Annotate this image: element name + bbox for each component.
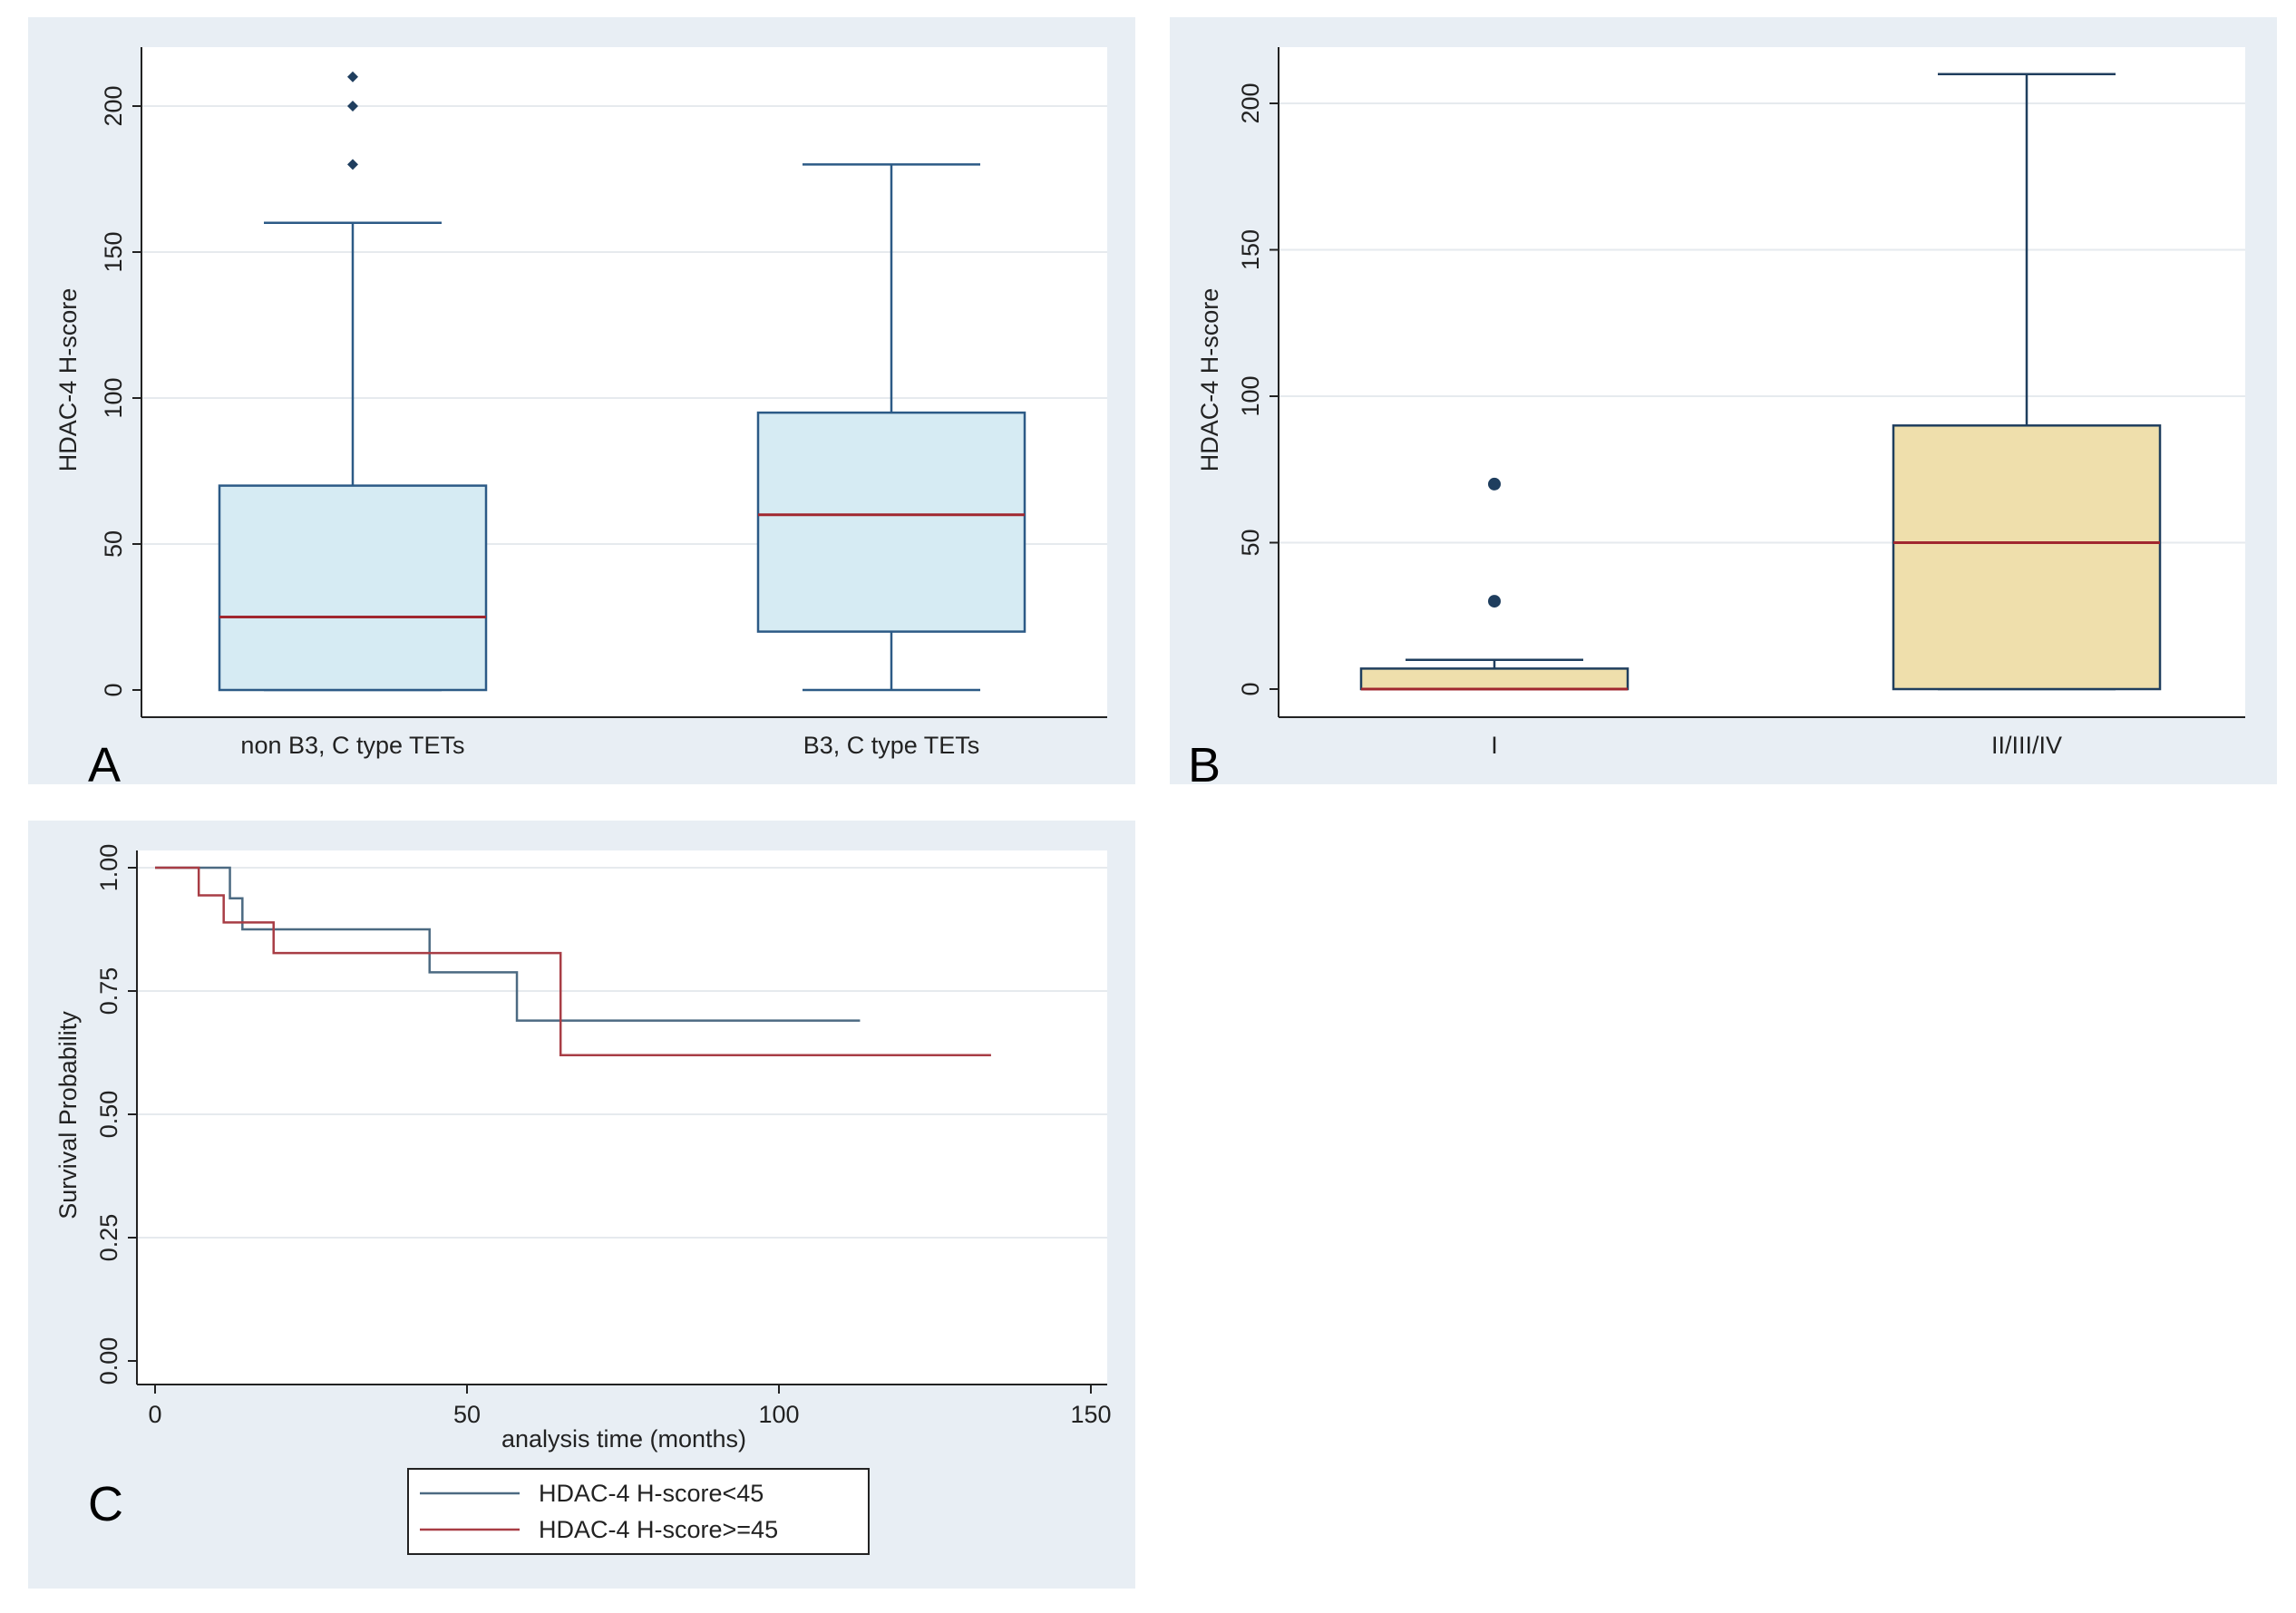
outlier-point [1488,477,1501,491]
chart-a-plot: 0 50 100 150 200 HDAC-4 H-score non B3, C type… [54,47,1107,784]
plot-area [137,850,1107,1385]
y-tick-label: 100 [100,377,127,418]
box-iqr [218,484,488,692]
legend-label: HDAC-4 H-score<45 [539,1480,764,1507]
y-axis-title: Survival Probability [54,1011,82,1219]
x-axis-title: analysis time (months) [501,1425,746,1453]
x-tick-label: 50 [453,1401,481,1428]
panel-b: 0 50 100 150 200 HDAC-4 H-score I II/III/IV B [1170,17,2277,784]
panel-letter: B [1188,738,1221,784]
y-tick-label: 0.00 [95,1337,122,1385]
y-tick-label: 50 [1237,529,1264,556]
panel-a: 0 50 100 150 200 HDAC-4 H-score non B3, C type… [28,17,1135,784]
legend: HDAC-4 H-score<45 HDAC-4 H-score>=45 [407,1468,870,1555]
outlier-point [347,101,358,112]
y-tick-label: 0 [1237,682,1264,695]
x-category-label: I [1491,732,1498,759]
chart-b-plot: 0 50 100 150 200 HDAC-4 H-score I II/III/IV B [1188,47,2245,784]
x-tick-label: 0 [148,1401,161,1428]
box-iqr [756,411,1026,633]
y-tick-label: 0 [100,683,127,696]
chart-b-svg: 0 50 100 150 200 HDAC-4 H-score I II/III/IV B [1188,47,2245,784]
legend-label: HDAC-4 H-score>=45 [539,1516,778,1543]
y-tick-label: 100 [1237,375,1264,416]
y-tick-label: 0.75 [95,967,122,1015]
y-tick-label: 0.50 [95,1091,122,1139]
outlier-point [1488,595,1501,608]
legend-box [407,1468,870,1555]
y-tick-label: 200 [1237,83,1264,123]
outlier-point [347,159,358,170]
y-tick-label: 200 [100,85,127,126]
y-tick-label: 150 [100,231,127,272]
y-axis-title: HDAC-4 H-score [1196,288,1223,472]
y-tick-label: 50 [100,530,127,558]
km-curve-high [155,866,991,1056]
y-tick-label: 150 [1237,229,1264,270]
box-iqr [1892,424,2162,691]
y-axis-title: HDAC-4 H-score [54,288,82,472]
chart-c-plot: 0.00 0.25 0.50 0.75 1.00 0 50 100 150 Survival Pr… [54,844,1112,1555]
panel-c: 0.00 0.25 0.50 0.75 1.00 0 50 100 150 Survival Pr… [28,821,1135,1589]
x-category-label: non B3, C type TETs [240,732,464,759]
x-category-label: II/III/IV [1991,732,2062,759]
panel-letter: A [88,738,121,784]
y-tick-label: 0.25 [95,1214,122,1262]
x-tick-label: 150 [1070,1401,1111,1428]
outlier-point [347,71,358,83]
y-tick-label: 1.00 [95,844,122,892]
x-tick-label: 100 [758,1401,799,1428]
km-curve-low [155,866,861,1022]
x-category-label: B3, C type TETs [803,732,980,759]
box-iqr [1359,667,1630,691]
chart-a-svg: 0 50 100 150 200 HDAC-4 H-score non B3, C type… [54,47,1107,784]
panel-letter: C [88,1477,123,1531]
chart-c-svg: 0.00 0.25 0.50 0.75 1.00 0 50 100 150 Survival Pr… [54,844,1112,1555]
